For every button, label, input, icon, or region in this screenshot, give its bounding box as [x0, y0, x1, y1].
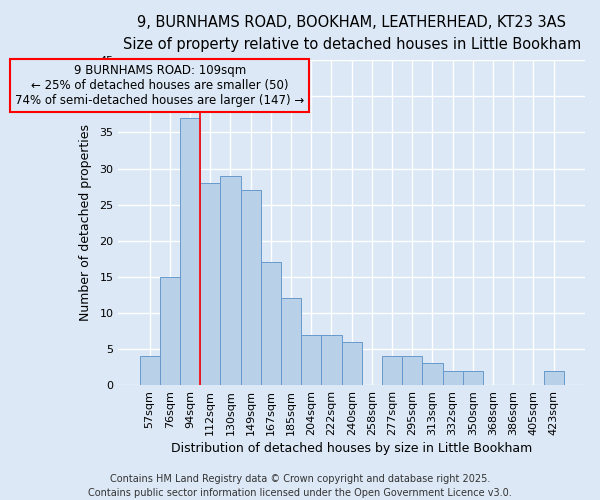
Bar — [241, 190, 261, 385]
Text: 9 BURNHAMS ROAD: 109sqm
← 25% of detached houses are smaller (50)
74% of semi-de: 9 BURNHAMS ROAD: 109sqm ← 25% of detache… — [15, 64, 304, 107]
Bar — [301, 334, 322, 385]
Bar — [341, 342, 362, 385]
Bar — [382, 356, 402, 385]
Bar — [200, 183, 220, 385]
Bar — [261, 262, 281, 385]
Bar — [402, 356, 422, 385]
Title: 9, BURNHAMS ROAD, BOOKHAM, LEATHERHEAD, KT23 3AS
Size of property relative to de: 9, BURNHAMS ROAD, BOOKHAM, LEATHERHEAD, … — [122, 15, 581, 52]
Bar — [422, 364, 443, 385]
Y-axis label: Number of detached properties: Number of detached properties — [79, 124, 92, 321]
Text: Contains HM Land Registry data © Crown copyright and database right 2025.
Contai: Contains HM Land Registry data © Crown c… — [88, 474, 512, 498]
Bar — [443, 370, 463, 385]
X-axis label: Distribution of detached houses by size in Little Bookham: Distribution of detached houses by size … — [171, 442, 532, 455]
Bar — [281, 298, 301, 385]
Bar — [544, 370, 564, 385]
Bar — [140, 356, 160, 385]
Bar — [180, 118, 200, 385]
Bar — [463, 370, 483, 385]
Bar — [160, 277, 180, 385]
Bar — [220, 176, 241, 385]
Bar — [322, 334, 341, 385]
